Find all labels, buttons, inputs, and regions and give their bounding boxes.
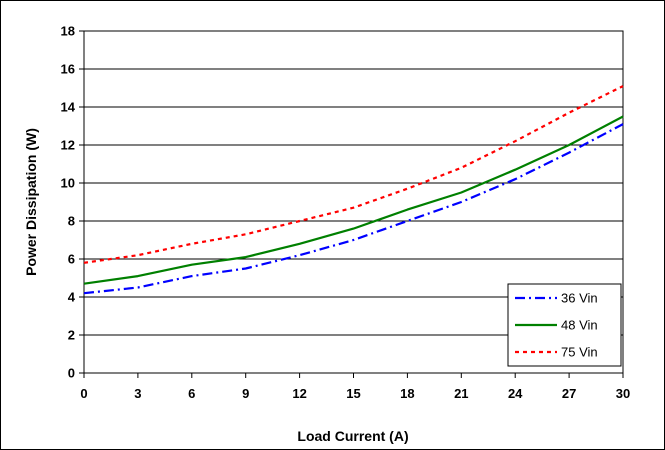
y-tick-label: 16 (61, 62, 75, 77)
legend-label: 75 Vin (561, 345, 598, 360)
x-tick-label: 30 (616, 386, 630, 401)
y-tick-label: 18 (61, 24, 75, 39)
y-tick-label: 6 (68, 252, 75, 267)
series-line-36-vin (83, 123, 624, 295)
legend-label: 48 Vin (561, 318, 598, 333)
x-axis-title: Load Current (A) (297, 428, 408, 444)
series-line-48-vin (83, 115, 624, 285)
y-axis-ticks: 0 2 4 6 8 10 12 14 16 18 (61, 24, 84, 381)
y-tick-label: 4 (68, 290, 76, 305)
x-tick-label: 6 (188, 386, 195, 401)
x-tick-label: 27 (562, 386, 576, 401)
x-tick-label: 18 (400, 386, 414, 401)
x-tick-label: 24 (508, 386, 523, 401)
y-tick-label: 2 (68, 328, 75, 343)
y-tick-label: 8 (68, 214, 75, 229)
series-line-75-vin (83, 85, 624, 264)
x-tick-label: 21 (454, 386, 468, 401)
y-axis-title: Power Dissipation (W) (23, 128, 39, 276)
series-lines (83, 85, 624, 295)
x-tick-label: 12 (292, 386, 306, 401)
y-tick-label: 12 (61, 138, 75, 153)
legend: 36 Vin 48 Vin 75 Vin (507, 283, 622, 367)
y-tick-label: 14 (61, 100, 76, 115)
x-tick-label: 3 (134, 386, 141, 401)
x-tick-label: 9 (242, 386, 249, 401)
x-tick-label: 0 (80, 386, 87, 401)
y-tick-label: 0 (68, 366, 75, 381)
x-tick-label: 15 (346, 386, 360, 401)
legend-label: 36 Vin (561, 291, 598, 306)
x-axis-ticks: 0 3 6 9 12 15 18 21 24 27 30 (80, 373, 630, 401)
y-tick-label: 10 (61, 176, 75, 191)
